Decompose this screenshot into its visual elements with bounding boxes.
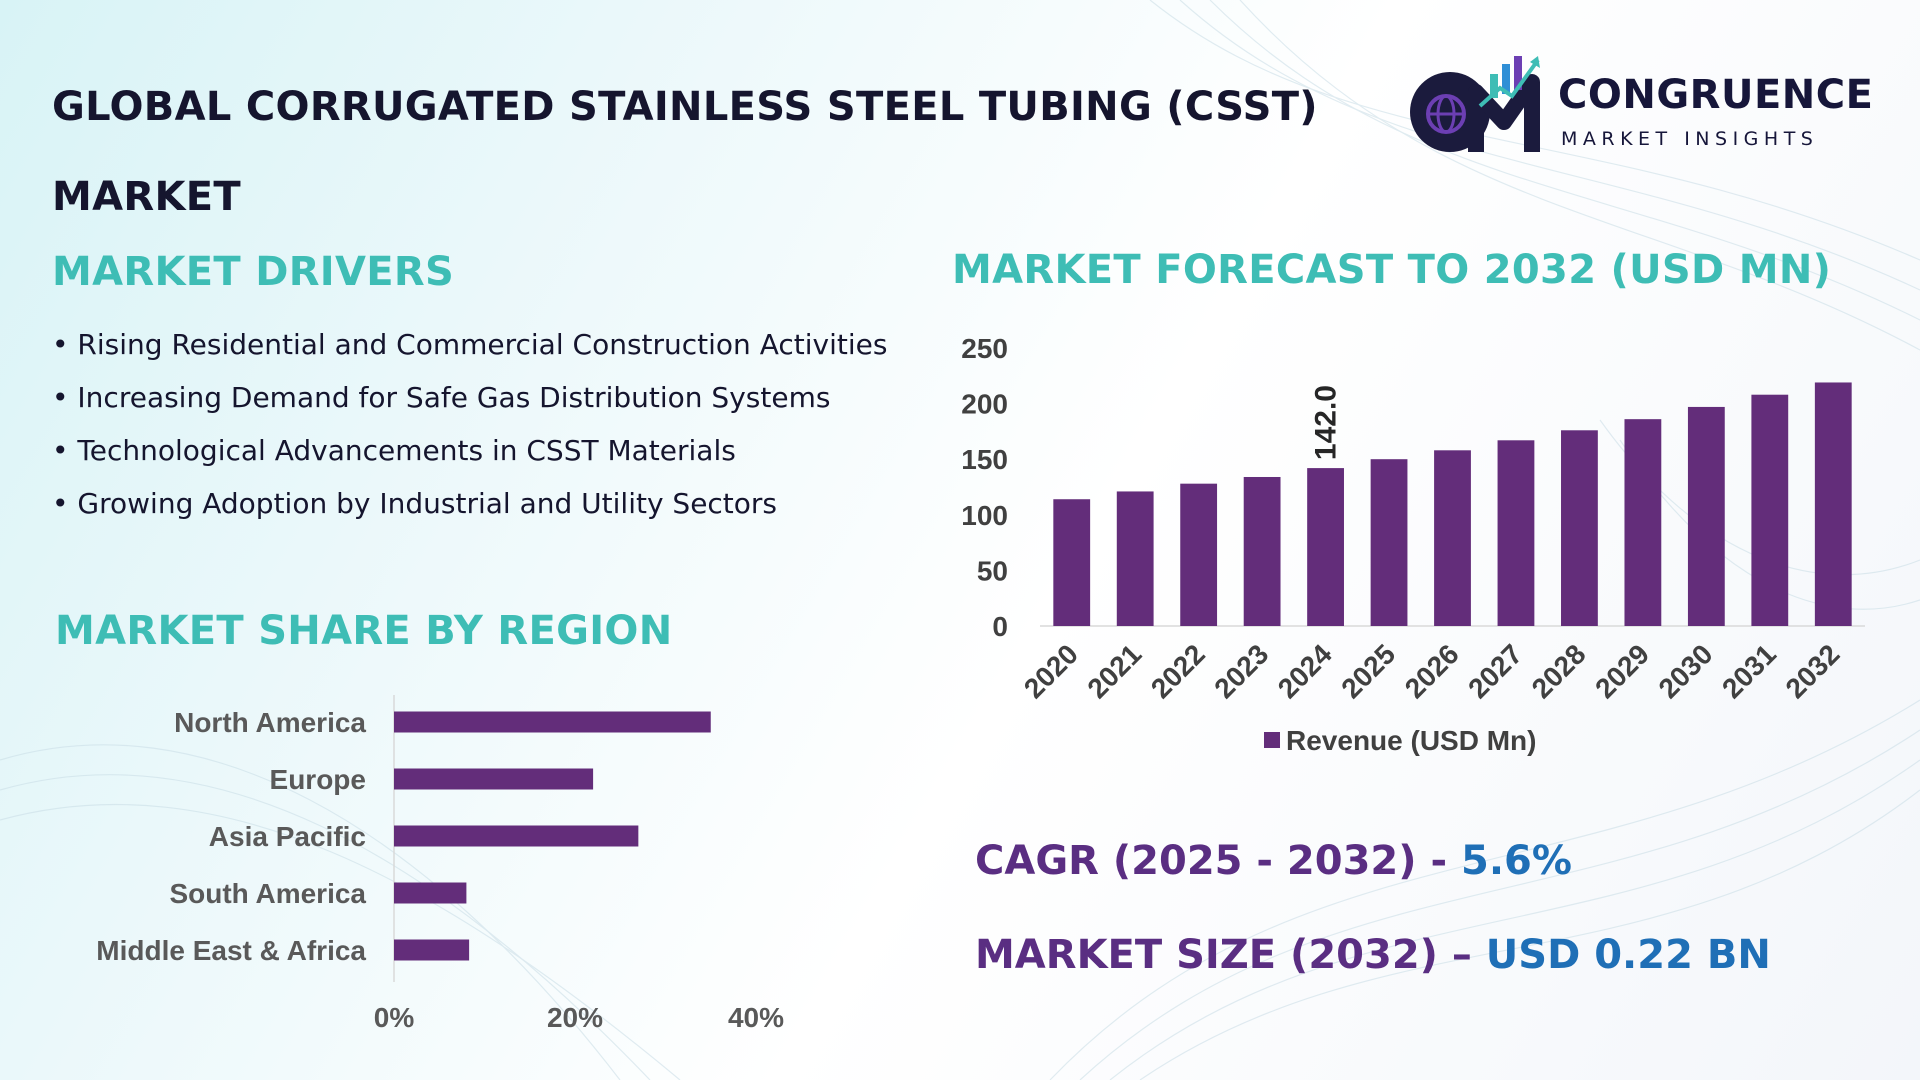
drivers-list: • Rising Residential and Commercial Cons… (52, 318, 888, 530)
x-tick-label: 20% (547, 1002, 603, 1033)
cagr-kpi: CAGR (2025 - 2032) - 5.6% (975, 838, 1572, 884)
x-tick-label: 2024 (1272, 638, 1338, 704)
driver-item: • Technological Advancements in CSST Mat… (52, 434, 736, 467)
bar-2032 (1814, 382, 1852, 626)
bar-2029 (1624, 419, 1662, 626)
bar-2028 (1561, 430, 1598, 626)
region-heading: MARKET SHARE BY REGION (55, 608, 673, 654)
drivers-heading: MARKET DRIVERS (52, 249, 455, 295)
bar-europe (394, 768, 594, 790)
cagr-value: 5.6% (1461, 838, 1572, 884)
company-logo: CONGRUENCE MARKET INSIGHTS (1400, 52, 1874, 162)
bar-asia-pacific (394, 825, 639, 847)
bar-2031 (1751, 394, 1789, 626)
region-label: Europe (270, 764, 366, 795)
y-tick-label: 50 (977, 555, 1008, 586)
region-label: South America (169, 878, 366, 909)
x-tick-label: 2021 (1081, 638, 1147, 704)
x-tick-label: 2027 (1462, 638, 1528, 704)
cmi-logo-icon (1410, 56, 1540, 152)
y-tick-label: 150 (961, 444, 1008, 475)
region-bar-chart: North America Europe Asia Pacific South Ame… (96, 695, 784, 1033)
legend-swatch (1264, 732, 1280, 748)
x-tick-label: 2031 (1716, 638, 1782, 704)
bar-2021 (1116, 491, 1154, 626)
market-size-kpi: MARKET SIZE (2032) – USD 0.22 BN (975, 932, 1771, 978)
logo-name: CONGRUENCE (1558, 72, 1874, 118)
cagr-label: CAGR (2025 - 2032) - (975, 838, 1448, 884)
bar-2020 (1053, 499, 1091, 626)
legend-label: Revenue (USD Mn) (1286, 725, 1536, 756)
driver-item: • Growing Adoption by Industrial and Uti… (52, 487, 778, 520)
x-tick-label: 2032 (1780, 638, 1846, 704)
bar-2023 (1243, 476, 1281, 626)
bar-2026 (1434, 450, 1471, 626)
page-title: GLOBAL CORRUGATED STAINLESS STEEL TUBING… (52, 84, 1318, 220)
region-label: Middle East & Africa (96, 935, 366, 966)
data-label-2024: 142.0 (1310, 385, 1343, 460)
bar-2024 (1307, 468, 1344, 626)
driver-item: • Rising Residential and Commercial Cons… (52, 328, 888, 361)
bar-2030 (1687, 406, 1725, 626)
y-tick-label: 100 (961, 500, 1008, 531)
bar-2027 (1497, 440, 1535, 626)
x-tick-label: 2023 (1208, 638, 1274, 704)
bar-middle-east-africa (394, 939, 470, 961)
bar-2022 (1180, 483, 1218, 626)
x-tick-label: 40% (728, 1002, 784, 1033)
driver-item: • Increasing Demand for Safe Gas Distrib… (52, 381, 831, 414)
x-tick-label: 0% (374, 1002, 415, 1033)
x-tick-label: 2029 (1589, 638, 1655, 704)
x-tick-label: 2025 (1335, 638, 1401, 704)
logo-tagline: MARKET INSIGHTS (1561, 128, 1819, 150)
region-label: Asia Pacific (209, 821, 366, 852)
x-tick-label: 2028 (1526, 638, 1592, 704)
y-tick-label: 200 (961, 389, 1008, 420)
market-size-label: MARKET SIZE (2032) – (975, 932, 1472, 978)
x-tick-label: 2030 (1653, 638, 1719, 704)
market-size-value: USD 0.22 BN (1485, 932, 1771, 978)
y-tick-label: 0 (992, 611, 1008, 642)
forecast-heading: MARKET FORECAST TO 2032 (USD MN) (952, 247, 1832, 293)
x-tick-label: 2020 (1018, 638, 1084, 704)
y-tick-label: 250 (961, 333, 1008, 364)
bar-south-america (394, 882, 467, 904)
bar-north-america (394, 711, 711, 733)
region-label: North America (174, 707, 366, 738)
forecast-bar-chart: 0501001502002502020202120222023202420252… (961, 333, 1865, 756)
x-tick-label: 2022 (1145, 638, 1211, 704)
x-tick-label: 2026 (1399, 638, 1465, 704)
bar-2025 (1370, 459, 1408, 626)
